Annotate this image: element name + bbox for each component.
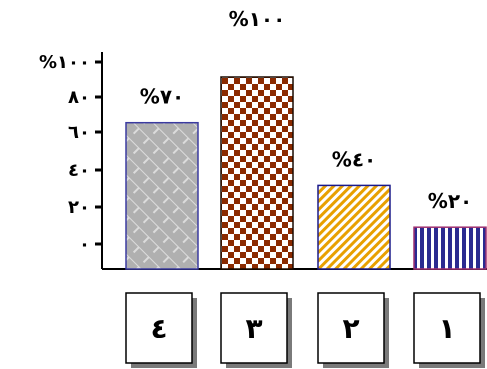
y-tick-label: %١٠٠ <box>39 52 90 73</box>
bar-value-label: %٧٠ <box>140 85 184 109</box>
y-tick-label: ٨٠ <box>68 87 90 108</box>
y-tick-label: ٠ <box>79 234 90 255</box>
category-label: ١ <box>438 312 455 345</box>
y-tick-label: ٤٠ <box>68 160 90 181</box>
bar-value-labels: %٧٠ %١٠٠ %٤٠ %٢٠ <box>140 7 472 213</box>
bar <box>413 226 487 270</box>
bar-value-label: %٤٠ <box>332 147 376 171</box>
category-label: ٤ <box>150 312 167 345</box>
category-label: ٢ <box>342 312 359 345</box>
bar <box>125 121 199 270</box>
bar-value-label: %٢٠ <box>428 189 472 213</box>
bar-value-label: %١٠٠ <box>229 7 286 31</box>
bars <box>125 76 487 270</box>
category-boxes: ٤ ٣ ٢ ١ <box>125 292 485 368</box>
bar <box>317 184 391 270</box>
category-box <box>125 292 193 364</box>
category-box <box>317 292 385 364</box>
y-tick-label: ٦٠ <box>68 122 90 143</box>
category-box <box>220 292 288 364</box>
category-box <box>413 292 481 364</box>
category-label: ٣ <box>245 312 262 345</box>
bar <box>220 76 294 270</box>
y-tick-label: ٢٠ <box>68 197 90 218</box>
